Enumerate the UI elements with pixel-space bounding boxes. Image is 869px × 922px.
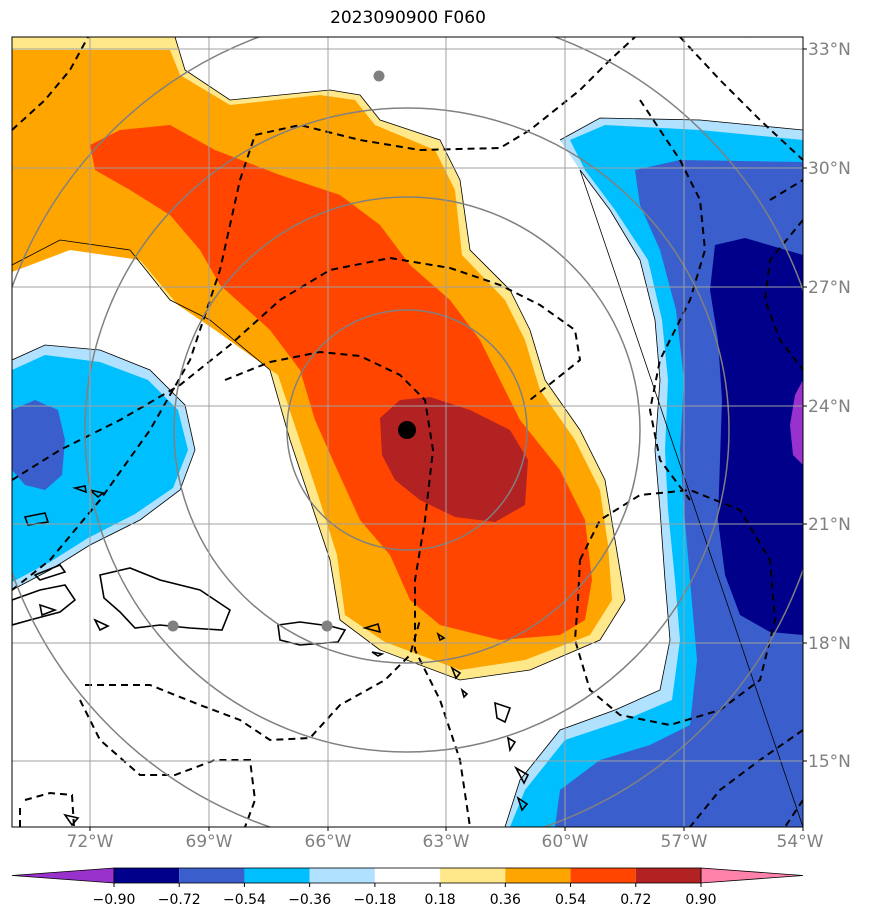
colorbar-label: 0.54 <box>555 892 586 908</box>
coastlines <box>12 485 530 827</box>
island-lesser-1 <box>362 622 382 634</box>
island-small-2 <box>23 512 50 526</box>
island-lesser-7 <box>506 736 517 753</box>
lat-label-24: 24°N <box>808 397 851 417</box>
colorbar-label: 0.90 <box>685 892 716 908</box>
lon-label-57: 57°W <box>661 832 708 852</box>
gridlines <box>12 37 803 827</box>
lon-label-60: 60°W <box>542 832 589 852</box>
colorbar-extension-min <box>11 867 115 884</box>
colorbar-swatch <box>374 868 441 883</box>
colorbar-label: −0.90 <box>93 892 136 908</box>
lat-label-15: 15°N <box>808 752 851 772</box>
colorbar-label: −0.54 <box>223 892 266 908</box>
island-lesser-4 <box>450 666 462 680</box>
dashed-contours <box>12 37 803 827</box>
colorbar-swatch <box>635 868 701 883</box>
lon-label-63: 63°W <box>423 832 470 852</box>
distance-rings <box>12 37 803 827</box>
island-lesser-8 <box>513 765 530 785</box>
lon-label-66: 66°W <box>305 832 352 852</box>
colorbar-swatch <box>244 868 310 883</box>
lat-label-21: 21°N <box>808 515 851 535</box>
island-small-4 <box>89 489 105 499</box>
colorbar-label: 0.18 <box>425 892 456 908</box>
map-title: 2023090900 F060 <box>330 8 486 28</box>
island-small-1 <box>33 564 67 581</box>
positive-anomaly-0.72 <box>380 397 528 522</box>
colorbar: −0.90 −0.72 −0.54 −0.36 −0.18 0.18 0.36 0.54 0.7… <box>11 867 804 908</box>
colorbar-swatch <box>440 868 506 883</box>
colorbar-swatch <box>309 868 375 883</box>
colorbar-label: −0.36 <box>288 892 331 908</box>
lat-tick-marks <box>803 48 807 762</box>
colorbar-swatch <box>505 868 571 883</box>
colorbar-label: 0.72 <box>620 892 651 908</box>
island-lesser-10 <box>63 813 80 827</box>
storm-center-marker <box>398 421 416 439</box>
contour-line-positive <box>12 37 626 681</box>
colorbar-swatch <box>114 868 180 883</box>
lon-label-54: 54°W <box>777 832 824 852</box>
lon-tick-marks <box>89 827 804 831</box>
gray-point-north <box>373 70 385 82</box>
gray-point-hispaniola <box>167 620 179 632</box>
island-puerto-rico <box>277 621 347 646</box>
lat-label-30: 30°N <box>808 159 851 179</box>
island-small-5 <box>38 603 58 617</box>
lon-label-72: 72°W <box>67 832 114 852</box>
colorbar-extension-max <box>700 867 804 884</box>
lat-label-18: 18°N <box>808 634 851 654</box>
lat-label-27: 27°N <box>808 278 851 298</box>
colorbar-swatch <box>570 868 636 883</box>
island-lesser-5 <box>460 687 469 699</box>
island-lesser-2 <box>371 651 385 657</box>
colorbar-frame <box>113 867 702 884</box>
colorbar-label: −0.72 <box>158 892 201 908</box>
negative-anomaly-left-0.54 <box>12 400 65 490</box>
negative-anomaly-right-0.90 <box>790 380 803 465</box>
colorbar-swatch <box>179 868 245 883</box>
map-frame <box>11 36 804 828</box>
lat-label-33: 33°N <box>808 40 851 60</box>
island-cuba-tail <box>12 584 77 626</box>
island-hispaniola <box>99 567 231 631</box>
island-small-3 <box>72 485 88 494</box>
island-small-6 <box>93 618 110 632</box>
contour-line-negative-right <box>504 117 803 827</box>
island-lesser-3 <box>436 632 446 642</box>
contour-line-negative-left <box>12 344 196 591</box>
island-lesser-9 <box>516 796 529 812</box>
map-panel <box>12 37 803 827</box>
island-lesser-6 <box>494 701 512 724</box>
colorbar-label: 0.36 <box>490 892 521 908</box>
gray-point-puerto-rico <box>321 620 333 632</box>
lon-label-69: 69°W <box>186 832 233 852</box>
colorbar-label: −0.18 <box>353 892 396 908</box>
